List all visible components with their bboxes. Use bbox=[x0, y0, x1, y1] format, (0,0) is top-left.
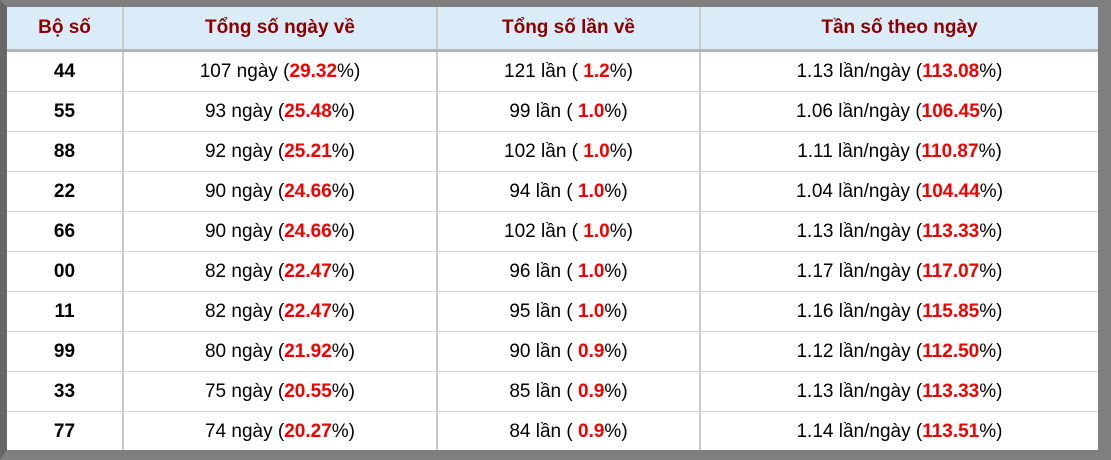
total-days-cell: 92 ngày (25.21%) bbox=[122, 131, 438, 172]
highlighted-percentage: 110.87 bbox=[921, 140, 979, 162]
highlighted-percentage: 21.92 bbox=[284, 340, 332, 362]
pair-cell: 33 bbox=[7, 371, 124, 412]
total-times-cell: 84 lần ( 0.9%) bbox=[436, 411, 701, 450]
highlighted-percentage: 1.0 bbox=[583, 140, 610, 162]
frequency-cell: 1.17 lần/ngày (117.07%) bbox=[699, 251, 1098, 292]
header-row: Bộ số Tổng số ngày về Tổng số lần về Tần… bbox=[7, 7, 1098, 52]
highlighted-percentage: 0.9 bbox=[578, 340, 605, 362]
total-times-cell: 121 lần ( 1.2%) bbox=[436, 50, 701, 92]
frequency-cell: 1.04 lần/ngày (104.44%) bbox=[699, 171, 1098, 212]
pair-cell: 55 bbox=[7, 91, 124, 132]
frequency-cell: 1.13 lần/ngày (113.33%) bbox=[699, 211, 1098, 252]
lottery-pair-stats-table: Bộ số Tổng số ngày về Tổng số lần về Tần… bbox=[7, 7, 1098, 450]
highlighted-percentage: 25.21 bbox=[284, 140, 332, 162]
highlighted-percentage: 117.07 bbox=[922, 260, 980, 282]
pair-cell: 11 bbox=[7, 291, 124, 332]
pair-cell: 77 bbox=[7, 411, 124, 450]
total-times-cell: 85 lần ( 0.9%) bbox=[436, 371, 701, 412]
frequency-cell: 1.13 lần/ngày (113.33%) bbox=[699, 371, 1098, 412]
total-days-cell: 82 ngày (22.47%) bbox=[122, 291, 438, 332]
frequency-cell: 1.13 lần/ngày (113.08%) bbox=[699, 50, 1098, 92]
header-total-times: Tổng số lần về bbox=[436, 7, 701, 52]
highlighted-percentage: 29.32 bbox=[289, 60, 338, 82]
pair-cell: 88 bbox=[7, 131, 124, 172]
frequency-cell: 1.11 lần/ngày (110.87%) bbox=[699, 131, 1098, 172]
table-row: 11 82 ngày (22.47%) 95 lần ( 1.0%) 1.16 lần… bbox=[7, 291, 1098, 332]
highlighted-percentage: 20.27 bbox=[284, 420, 332, 442]
header-pair: Bộ số bbox=[7, 7, 124, 52]
total-times-cell: 95 lần ( 1.0%) bbox=[436, 291, 701, 332]
highlighted-percentage: 115.85 bbox=[922, 300, 980, 322]
total-times-cell: 102 lần ( 1.0%) bbox=[436, 131, 701, 172]
total-times-cell: 90 lần ( 0.9%) bbox=[436, 331, 701, 372]
highlighted-percentage: 0.9 bbox=[578, 420, 605, 442]
pair-cell: 00 bbox=[7, 251, 124, 292]
table-row: 66 90 ngày (24.66%) 102 lần ( 1.0%) 1.13 lầ… bbox=[7, 211, 1098, 252]
pair-cell: 66 bbox=[7, 211, 124, 252]
total-days-cell: 107 ngày (29.32%) bbox=[122, 50, 438, 92]
frequency-cell: 1.14 lần/ngày (113.51%) bbox=[699, 411, 1098, 450]
highlighted-percentage: 0.9 bbox=[578, 380, 605, 402]
total-days-cell: 93 ngày (25.48%) bbox=[122, 91, 438, 132]
table-row: 77 74 ngày (20.27%) 84 lần ( 0.9%) 1.14 lần… bbox=[7, 411, 1098, 450]
header-total-days: Tổng số ngày về bbox=[122, 7, 438, 52]
highlighted-percentage: 112.50 bbox=[922, 340, 980, 362]
pair-cell: 99 bbox=[7, 331, 124, 372]
highlighted-percentage: 1.0 bbox=[578, 100, 605, 122]
highlighted-percentage: 1.0 bbox=[578, 300, 605, 322]
highlighted-percentage: 1.0 bbox=[578, 180, 605, 202]
table-header: Bộ số Tổng số ngày về Tổng số lần về Tần… bbox=[7, 7, 1098, 52]
total-days-cell: 75 ngày (20.55%) bbox=[122, 371, 438, 412]
total-times-cell: 99 lần ( 1.0%) bbox=[436, 91, 701, 132]
highlighted-percentage: 113.08 bbox=[922, 60, 980, 82]
highlighted-percentage: 24.66 bbox=[284, 220, 332, 242]
highlighted-percentage: 1.2 bbox=[583, 60, 610, 82]
total-times-cell: 94 lần ( 1.0%) bbox=[436, 171, 701, 212]
highlighted-percentage: 25.48 bbox=[284, 100, 332, 122]
table-row: 44 107 ngày (29.32%) 121 lần ( 1.2%) 1.13 l… bbox=[7, 50, 1098, 92]
highlighted-percentage: 1.0 bbox=[583, 220, 610, 242]
total-days-cell: 80 ngày (21.92%) bbox=[122, 331, 438, 372]
header-frequency-per-day: Tần số theo ngày bbox=[699, 7, 1098, 52]
table-body: 44 107 ngày (29.32%) 121 lần ( 1.2%) 1.13 l… bbox=[7, 50, 1098, 450]
highlighted-percentage: 106.45 bbox=[921, 100, 980, 122]
frequency-cell: 1.12 lần/ngày (112.50%) bbox=[699, 331, 1098, 372]
total-times-cell: 96 lần ( 1.0%) bbox=[436, 251, 701, 292]
total-days-cell: 82 ngày (22.47%) bbox=[122, 251, 438, 292]
total-days-cell: 90 ngày (24.66%) bbox=[122, 171, 438, 212]
table-row: 22 90 ngày (24.66%) 94 lần ( 1.0%) 1.04 lần… bbox=[7, 171, 1098, 212]
total-times-cell: 102 lần ( 1.0%) bbox=[436, 211, 701, 252]
highlighted-percentage: 113.33 bbox=[922, 220, 980, 242]
frequency-cell: 1.06 lần/ngày (106.45%) bbox=[699, 91, 1098, 132]
highlighted-percentage: 22.47 bbox=[284, 300, 332, 322]
table-row: 99 80 ngày (21.92%) 90 lần ( 0.9%) 1.12 lần… bbox=[7, 331, 1098, 372]
highlighted-percentage: 22.47 bbox=[284, 260, 332, 282]
total-days-cell: 90 ngày (24.66%) bbox=[122, 211, 438, 252]
pair-cell: 44 bbox=[7, 50, 124, 92]
table-row: 00 82 ngày (22.47%) 96 lần ( 1.0%) 1.17 lần… bbox=[7, 251, 1098, 292]
table-row: 55 93 ngày (25.48%) 99 lần ( 1.0%) 1.06 lần… bbox=[7, 91, 1098, 132]
highlighted-percentage: 113.33 bbox=[922, 380, 980, 402]
pair-cell: 22 bbox=[7, 171, 124, 212]
highlighted-percentage: 20.55 bbox=[284, 380, 332, 402]
table-row: 33 75 ngày (20.55%) 85 lần ( 0.9%) 1.13 lần… bbox=[7, 371, 1098, 412]
highlighted-percentage: 113.51 bbox=[922, 420, 980, 442]
highlighted-percentage: 1.0 bbox=[578, 260, 605, 282]
table-row: 88 92 ngày (25.21%) 102 lần ( 1.0%) 1.11 lầ… bbox=[7, 131, 1098, 172]
highlighted-percentage: 104.44 bbox=[921, 180, 980, 202]
total-days-cell: 74 ngày (20.27%) bbox=[122, 411, 438, 450]
frequency-cell: 1.16 lần/ngày (115.85%) bbox=[699, 291, 1098, 332]
highlighted-percentage: 24.66 bbox=[284, 180, 332, 202]
